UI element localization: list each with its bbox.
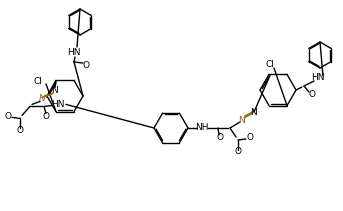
Text: ': ' [44, 94, 48, 107]
Text: O: O [16, 126, 24, 135]
Text: O: O [4, 112, 12, 121]
Text: O: O [247, 134, 253, 142]
Text: N: N [39, 94, 45, 103]
Text: Cl: Cl [265, 60, 274, 69]
Text: HN: HN [51, 100, 65, 109]
Text: O: O [308, 89, 316, 99]
Text: O: O [43, 112, 49, 121]
Text: NH: NH [195, 123, 209, 133]
Text: O: O [83, 61, 90, 69]
Text: Cl: Cl [34, 77, 43, 87]
Text: N: N [239, 115, 245, 124]
Text: O: O [216, 134, 224, 142]
Text: O: O [235, 147, 241, 157]
Text: HN: HN [311, 73, 325, 83]
Text: N: N [51, 86, 57, 95]
Text: HN: HN [67, 47, 81, 57]
Text: N: N [251, 107, 257, 116]
